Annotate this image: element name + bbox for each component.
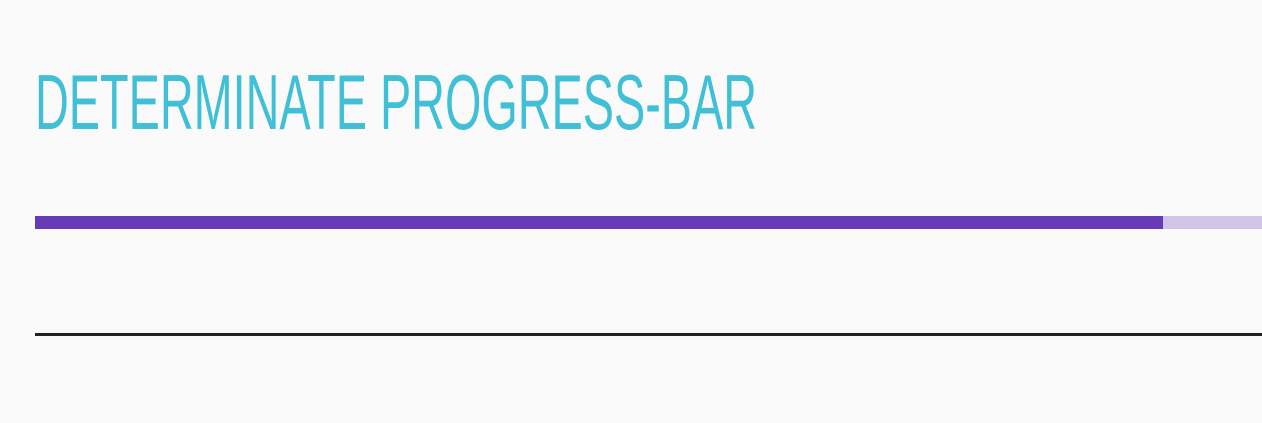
progress-bar-fill [35,216,1163,229]
determinate-progress-bar [35,216,1262,229]
page-title: Determinate progress-bar [35,58,758,146]
divider [35,333,1262,336]
